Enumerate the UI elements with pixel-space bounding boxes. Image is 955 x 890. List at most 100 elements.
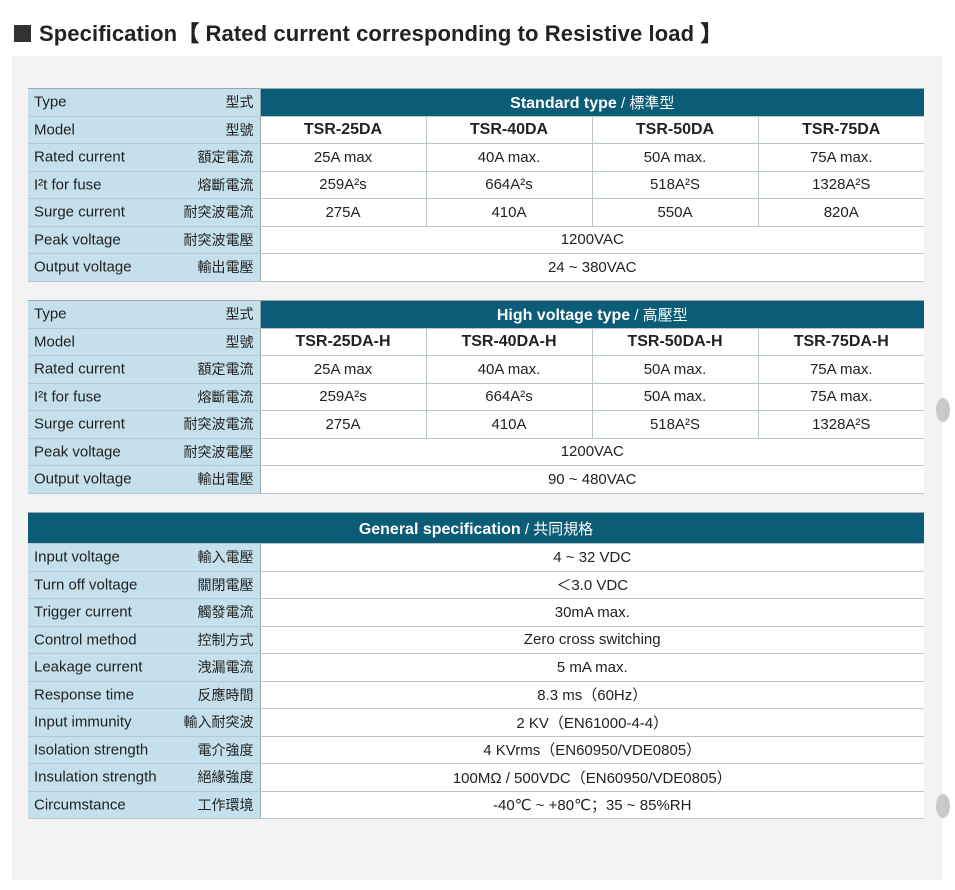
value-cell: 8.3 ms（60Hz） [260,681,924,709]
label-en: Model [34,333,75,351]
label-en: Trigger current [34,603,132,621]
value-cell: 1328A²S [758,410,924,439]
scroll-dot-icon [936,794,950,818]
label-zh: 輸出電壓 [197,471,254,488]
value-cell: 518A²S [592,171,759,199]
value-cell: 4 ~ 32 VDC [260,543,924,572]
value-cell: 550A [592,198,759,227]
label-zh: 型式 [225,94,254,111]
table-row: Peak voltage 耐突波電壓 1200VAC [28,438,924,466]
label-zh: 關閉電壓 [197,576,254,593]
row-label: Type 型式 [28,300,261,329]
label-zh: 觸發電流 [197,604,254,621]
label-zh: 額定電流 [197,149,254,166]
row-label: Response time 反應時間 [28,681,261,709]
label-zh: 工作環境 [197,796,254,813]
label-zh: 輸出電壓 [197,259,254,276]
table-row: Type 型式 High voltage type / 高壓型 [28,300,924,329]
value-cell: 275A [260,198,427,227]
table-row: Rated current 額定電流 25A max 40A max. 50A m… [28,355,924,384]
row-label: Output voltage 輸出電壓 [28,465,261,494]
label-zh: 輸入耐突波 [183,714,254,731]
label-zh: 耐突波電壓 [183,443,254,460]
table-row: Surge current 耐突波電流 275A 410A 518A²S 1328… [28,410,924,439]
label-zh: 型號 [225,121,254,138]
row-label: Type 型式 [28,88,261,117]
label-en: Output voltage [34,470,132,488]
model-cell: TSR-75DA-H [758,328,924,356]
table-row: Surge current 耐突波電流 275A 410A 550A 820A [28,198,924,227]
table-row: Model 型號 TSR-25DA-H TSR-40DA-H TSR-50DA-H… [28,328,924,356]
row-label: Rated current 額定電流 [28,143,261,172]
value-cell: 50A max. [592,355,759,384]
table-row: Control method 控制方式 Zero cross switching [28,626,924,654]
label-en: Peak voltage [34,443,121,461]
table-row: General specification / 共同規格 [28,512,924,544]
value-cell: 75A max. [758,143,924,172]
label-zh: 耐突波電流 [183,204,254,221]
scroll-dot-icon [936,398,950,422]
value-cell: 2 KV（EN61000-4-4） [260,708,924,737]
row-label: Control method 控制方式 [28,626,261,654]
label-zh: 反應時間 [197,686,254,703]
model-cell: TSR-40DA-H [426,328,593,356]
value-cell: 40A max. [426,355,593,384]
label-en: Type [34,305,67,323]
value-cell: ＜3.0 VDC [260,571,924,599]
value-cell: 50A max. [592,143,759,172]
table-row: Rated current 額定電流 25A max 40A max. 50A m… [28,143,924,172]
value-cell: 75A max. [758,383,924,411]
table-row: Insulation strength 絕緣強度 100MΩ / 500VDC（E… [28,763,924,792]
label-en: Insulation strength [34,768,157,786]
label-zh: 額定電流 [197,361,254,378]
value-cell: 410A [426,198,593,227]
value-cell: 820A [758,198,924,227]
table-row: Response time 反應時間 8.3 ms（60Hz） [28,681,924,709]
label-en: Turn off voltage [34,576,138,594]
label-en: I²t for fuse [34,388,102,406]
value-cell: 25A max [260,355,427,384]
row-label: I²t for fuse 熔斷電流 [28,171,261,199]
row-label: Input voltage 輸入電壓 [28,543,261,572]
table-row: Model 型號 TSR-25DA TSR-40DA TSR-50DA TSR-7… [28,116,924,144]
value-cell: 4 KVrms（EN60950/VDE0805） [260,736,924,764]
value-cell: 30mA max. [260,598,924,627]
label-zh: 熔斷電流 [197,388,254,405]
label-en: Rated current [34,360,125,378]
row-label: Isolation strength 電介強度 [28,736,261,764]
label-en: Surge current [34,203,125,221]
value-cell: 410A [426,410,593,439]
table-row: Type 型式 Standard type / 標準型 [28,88,924,117]
table-row: I²t for fuse 熔斷電流 259A²s 664A²s 50A max. … [28,383,924,411]
label-zh: 輸入電壓 [197,549,254,566]
header-zh: / 高壓型 [630,306,688,324]
table-row: Input voltage 輸入電壓 4 ~ 32 VDC [28,543,924,572]
label-en: Output voltage [34,258,132,276]
table-row: Output voltage 輸出電壓 24 ~ 380VAC [28,253,924,282]
model-cell: TSR-25DA [260,116,427,144]
label-en: Input voltage [34,548,120,566]
label-en: Rated current [34,148,125,166]
label-en: Control method [34,631,137,649]
square-bullet-icon [14,25,31,42]
value-cell: 275A [260,410,427,439]
label-zh: 耐突波電流 [183,416,254,433]
model-cell: TSR-40DA [426,116,593,144]
page-title: Specification【 Rated current correspondi… [14,16,722,48]
table-header: High voltage type / 高壓型 [260,300,924,329]
value-cell: 664A²s [426,171,593,199]
table-row: Circumstance 工作環境 -40℃ ~ +80℃；35 ~ 85%RH [28,791,924,819]
value-cell: 259A²s [260,383,427,411]
label-en: Peak voltage [34,231,121,249]
table-row: Trigger current 觸發電流 30mA max. [28,598,924,627]
label-en: Type [34,93,67,111]
value-cell: 518A²S [592,410,759,439]
value-cell: 90 ~ 480VAC [260,465,924,494]
row-label: Rated current 額定電流 [28,355,261,384]
row-label: Circumstance 工作環境 [28,791,261,819]
label-zh: 絕緣強度 [197,769,254,786]
header-en: Standard type [510,94,617,112]
row-label: Surge current 耐突波電流 [28,410,261,439]
value-cell: 25A max [260,143,427,172]
row-label: Output voltage 輸出電壓 [28,253,261,282]
